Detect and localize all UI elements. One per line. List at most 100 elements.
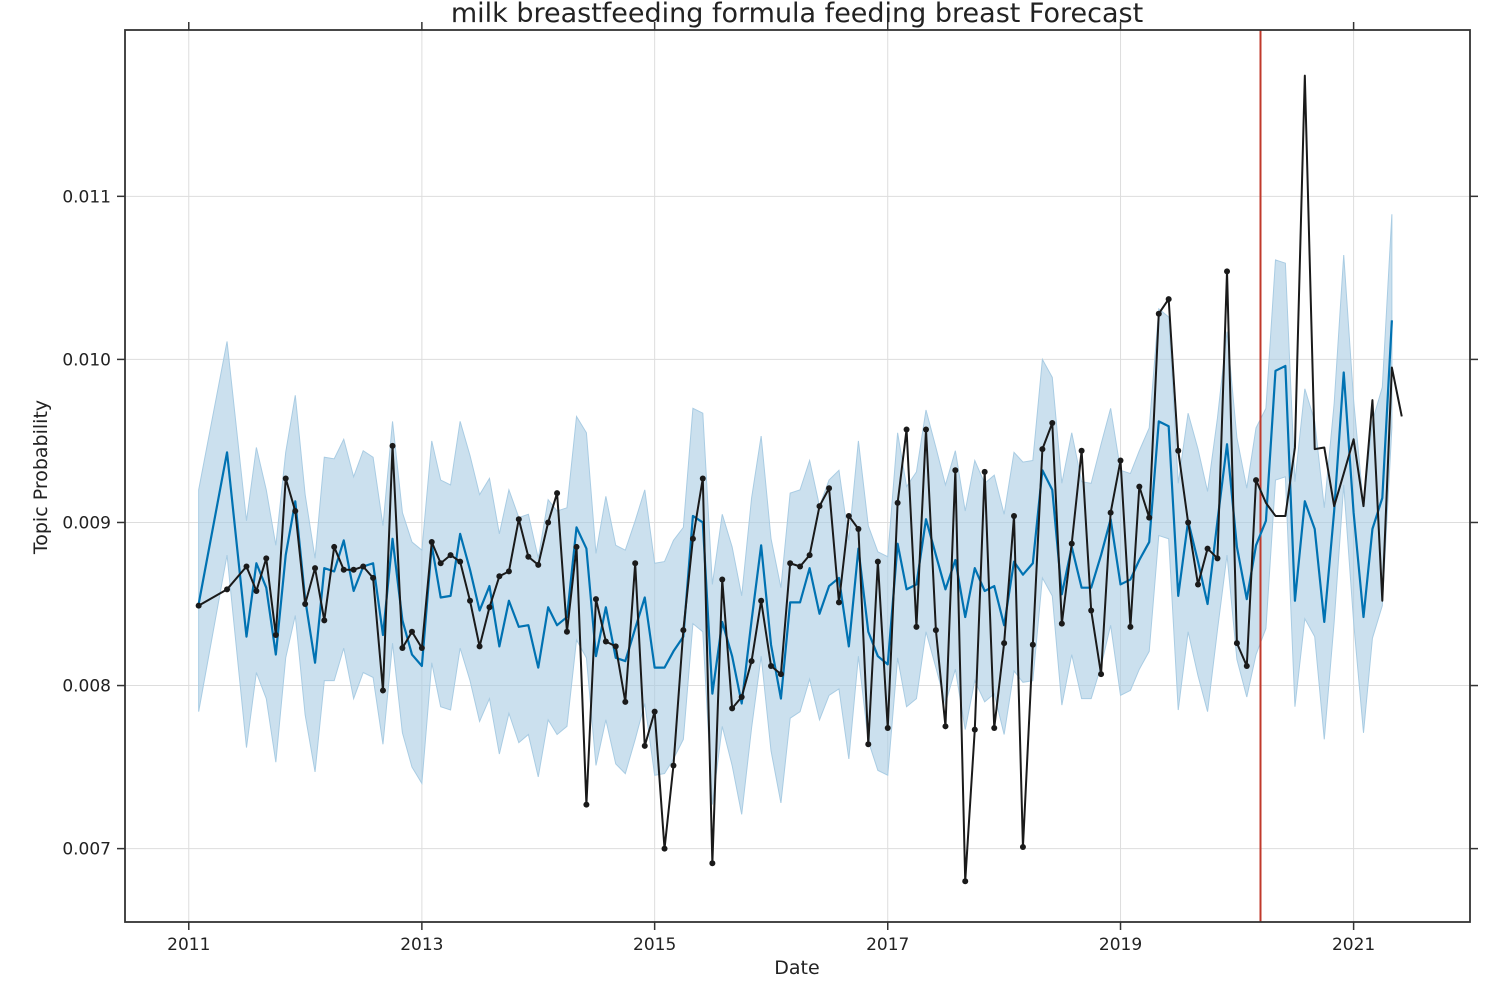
interval-band bbox=[198, 214, 1393, 815]
observed-point-62 bbox=[826, 485, 833, 492]
observed-point-9 bbox=[312, 565, 319, 572]
observed-point-103 bbox=[1224, 268, 1231, 275]
observed-point-74 bbox=[942, 723, 949, 730]
observed-point-36 bbox=[573, 543, 580, 550]
observed-point-35 bbox=[563, 628, 570, 635]
observed-point-68 bbox=[884, 724, 891, 731]
observed-point-100 bbox=[1195, 581, 1202, 588]
observed-point-10 bbox=[321, 617, 328, 624]
observed-point-48 bbox=[689, 535, 696, 542]
y-tick-label-3: 0.010 bbox=[62, 350, 111, 370]
observed-point-89 bbox=[1088, 607, 1095, 614]
y-tick-label-2: 0.009 bbox=[62, 513, 111, 533]
observed-point-59 bbox=[797, 563, 804, 570]
observed-point-98 bbox=[1175, 447, 1182, 454]
observed-point-87 bbox=[1068, 540, 1075, 547]
observed-point-17 bbox=[389, 442, 396, 449]
observed-point-65 bbox=[855, 525, 862, 532]
observed-point-88 bbox=[1078, 447, 1085, 454]
observed-point-83 bbox=[1029, 641, 1036, 648]
observed-point-28 bbox=[496, 573, 503, 580]
observed-point-21 bbox=[428, 539, 435, 546]
observed-point-41 bbox=[622, 698, 629, 705]
observed-point-24 bbox=[457, 558, 464, 565]
observed-point-66 bbox=[865, 741, 872, 748]
observed-point-80 bbox=[1001, 640, 1008, 647]
observed-point-40 bbox=[612, 643, 619, 650]
observed-point-77 bbox=[971, 726, 978, 733]
observed-point-76 bbox=[962, 878, 969, 885]
observed-point-3 bbox=[253, 587, 260, 594]
observed-point-32 bbox=[535, 561, 542, 568]
observed-point-16 bbox=[379, 687, 386, 694]
observed-point-18 bbox=[399, 645, 406, 652]
observed-point-72 bbox=[923, 426, 930, 433]
observed-point-19 bbox=[408, 628, 415, 635]
observed-point-45 bbox=[661, 845, 668, 852]
plot-frame bbox=[124, 29, 1471, 923]
observed-point-50 bbox=[709, 860, 716, 867]
x-tick-label-3: 2017 bbox=[866, 935, 909, 955]
observed-point-58 bbox=[787, 560, 794, 567]
observed-point-22 bbox=[437, 560, 444, 567]
observed-point-47 bbox=[680, 627, 687, 634]
observed-point-86 bbox=[1058, 620, 1065, 627]
y-tick-label-1: 0.008 bbox=[62, 677, 111, 697]
observed-point-67 bbox=[874, 558, 881, 565]
observed-markers bbox=[195, 268, 1260, 885]
observed-point-57 bbox=[777, 671, 784, 678]
observed-point-51 bbox=[719, 576, 726, 583]
observed-point-64 bbox=[845, 512, 852, 519]
forecast-line bbox=[197, 320, 1393, 705]
y-axis-label: Topic Probability bbox=[30, 400, 52, 555]
observed-point-43 bbox=[641, 742, 648, 749]
observed-point-25 bbox=[467, 597, 474, 604]
observed-point-29 bbox=[505, 568, 512, 575]
observed-point-8 bbox=[302, 601, 309, 608]
observed-point-54 bbox=[748, 658, 755, 665]
observed-point-106 bbox=[1253, 477, 1260, 484]
observed-point-44 bbox=[651, 708, 658, 715]
observed-point-1 bbox=[224, 586, 231, 593]
observed-point-26 bbox=[476, 643, 483, 650]
observed-point-38 bbox=[592, 596, 599, 603]
observed-point-97 bbox=[1165, 296, 1172, 303]
x-tick-label-4: 2019 bbox=[1099, 935, 1142, 955]
observed-point-69 bbox=[894, 499, 901, 506]
observed-point-23 bbox=[447, 552, 454, 559]
observed-point-13 bbox=[350, 566, 357, 573]
chart-title: milk breastfeeding formula feeding breas… bbox=[451, 0, 1143, 29]
observed-point-93 bbox=[1127, 623, 1134, 630]
observed-line bbox=[198, 74, 1403, 883]
x-tick-label-1: 2013 bbox=[400, 935, 443, 955]
observed-point-14 bbox=[360, 563, 367, 570]
observed-point-101 bbox=[1204, 545, 1211, 552]
axes-frame bbox=[124, 29, 1471, 923]
observed-point-63 bbox=[835, 599, 842, 606]
observed-point-5 bbox=[272, 631, 279, 638]
observed-point-92 bbox=[1117, 457, 1124, 464]
y-tick-label-0: 0.007 bbox=[62, 840, 111, 860]
observed-point-7 bbox=[292, 508, 299, 515]
observed-point-71 bbox=[913, 623, 920, 630]
observed-point-84 bbox=[1039, 446, 1046, 453]
observed-point-2 bbox=[243, 563, 250, 570]
observed-point-53 bbox=[738, 693, 745, 700]
observed-point-42 bbox=[632, 560, 639, 567]
observed-point-33 bbox=[545, 519, 552, 526]
observed-point-70 bbox=[903, 426, 910, 433]
observed-point-78 bbox=[981, 468, 988, 475]
x-axis-ticks: 2011 2013 2015 2017 2019 2021 bbox=[167, 22, 1375, 955]
observed-point-104 bbox=[1233, 640, 1240, 647]
observed-point-46 bbox=[670, 762, 677, 769]
observed-point-49 bbox=[699, 475, 706, 482]
observed-point-96 bbox=[1155, 310, 1162, 317]
observed-point-60 bbox=[806, 552, 813, 559]
observed-point-27 bbox=[486, 604, 493, 611]
observed-point-81 bbox=[1011, 512, 1018, 519]
observed-point-37 bbox=[583, 801, 590, 808]
observed-point-30 bbox=[515, 516, 522, 523]
observed-point-52 bbox=[729, 705, 736, 712]
